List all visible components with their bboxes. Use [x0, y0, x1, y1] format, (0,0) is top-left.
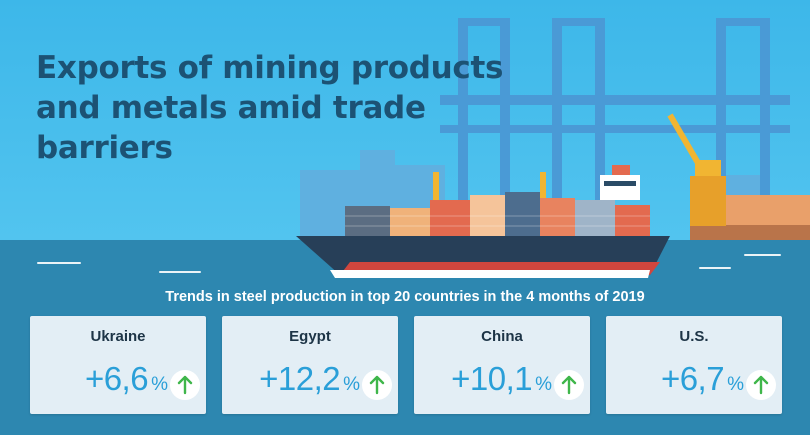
- card-value: +6,6%: [30, 360, 168, 398]
- card-country: Ukraine: [90, 328, 146, 345]
- card-ukraine: Ukraine +6,6%: [30, 316, 206, 414]
- title-line-2: and metals amid trade: [36, 90, 426, 126]
- card-value: +12,2%: [222, 360, 360, 398]
- title-line-3: barriers: [36, 130, 173, 166]
- arrow-up-circle-icon: [554, 370, 584, 400]
- card-number: +6,7: [660, 360, 725, 397]
- card-number: +6,6: [84, 360, 149, 397]
- card-egypt: Egypt +12,2%: [222, 316, 398, 414]
- page-title: Exports of mining products and metals am…: [36, 48, 503, 168]
- port-illustration: [37, 18, 810, 278]
- card-country: U.S.: [679, 328, 709, 345]
- card-country: China: [481, 328, 523, 345]
- card-number: +10,1: [451, 360, 533, 397]
- card-value: +6,7%: [606, 360, 744, 398]
- subtitle: Trends in steel production in top 20 cou…: [165, 289, 645, 305]
- card-unit: %: [535, 374, 552, 395]
- card-number: +12,2: [259, 360, 341, 397]
- arrow-up-circle-icon: [170, 370, 200, 400]
- card-unit: %: [727, 374, 744, 395]
- stats-cards: Ukraine +6,6% Egypt +12,2% China +10,1% …: [30, 316, 782, 414]
- arrow-up-circle-icon: [746, 370, 776, 400]
- card-unit: %: [151, 374, 168, 395]
- card-us: U.S. +6,7%: [606, 316, 782, 414]
- card-unit: %: [343, 374, 360, 395]
- card-china: China +10,1%: [414, 316, 590, 414]
- card-value: +10,1%: [414, 360, 552, 398]
- card-country: Egypt: [289, 328, 331, 345]
- title-line-1: Exports of mining products: [36, 50, 504, 86]
- arrow-up-circle-icon: [362, 370, 392, 400]
